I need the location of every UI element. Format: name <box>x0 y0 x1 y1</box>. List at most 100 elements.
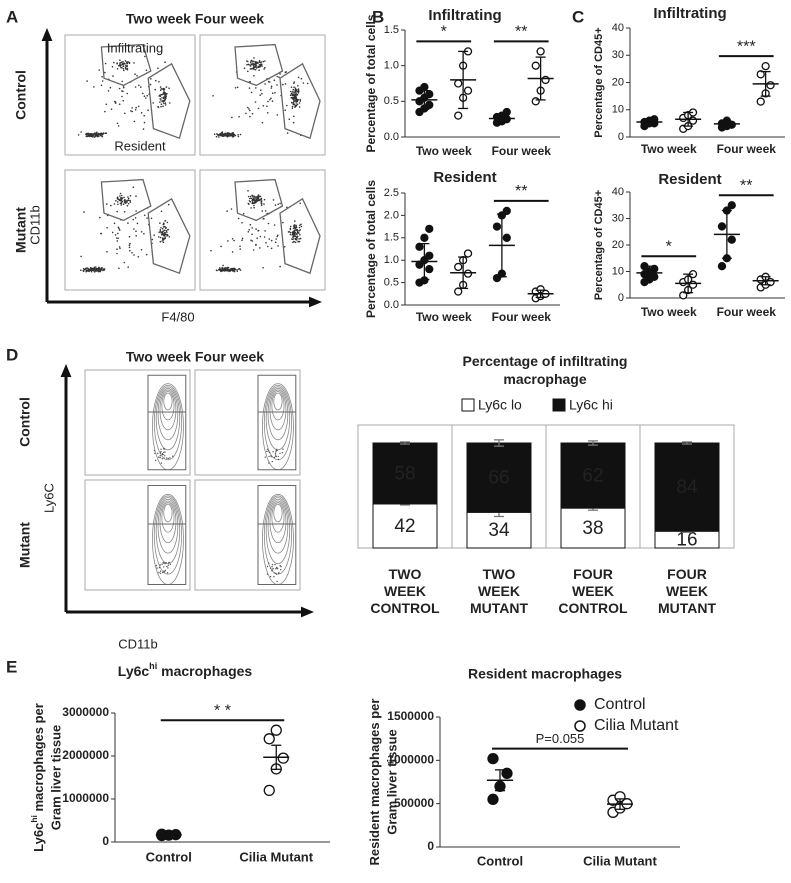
flow-event <box>295 90 298 92</box>
flow-event <box>261 92 263 95</box>
x-tick-label: Four week <box>492 144 552 158</box>
flow-event <box>272 199 275 201</box>
flow-event <box>257 107 260 110</box>
flow-event <box>128 244 131 247</box>
flow-event <box>249 61 252 64</box>
flow-event <box>121 66 123 69</box>
flow-event <box>295 225 297 227</box>
flow-event <box>293 100 295 103</box>
flow-event <box>267 245 269 248</box>
flow-event <box>268 455 270 458</box>
flow-event <box>101 76 103 78</box>
flow-event <box>164 451 166 453</box>
significance-label: *** <box>737 38 756 55</box>
flow-event <box>250 207 252 209</box>
flow-event <box>130 110 132 112</box>
flow-event <box>264 210 267 212</box>
flow-event <box>274 91 276 94</box>
flow-event <box>232 267 234 270</box>
text-part: Percentage of total cells <box>364 180 378 318</box>
flow-event <box>127 202 130 205</box>
flow-event <box>293 81 296 83</box>
flow-event <box>275 455 277 458</box>
flow-event <box>262 60 265 63</box>
flow-event <box>160 105 162 108</box>
flow-event <box>110 204 112 207</box>
flow-event <box>169 102 171 104</box>
data-point <box>487 793 499 805</box>
flow-event <box>258 64 261 66</box>
flow-event <box>104 62 107 65</box>
flow-event <box>159 240 162 243</box>
flow-event <box>161 240 163 242</box>
flow-event <box>149 83 152 86</box>
flow-event <box>85 270 88 272</box>
flow-event <box>276 235 279 238</box>
flow-event <box>257 229 260 232</box>
text-line: MUTANT <box>658 600 717 616</box>
flow-event <box>129 199 131 202</box>
flow-event <box>286 206 288 209</box>
flow-event <box>247 231 250 233</box>
flow-event <box>260 61 263 63</box>
flow-event <box>150 217 153 220</box>
error-bar <box>496 114 507 123</box>
flow-event <box>294 220 296 222</box>
flow-event <box>253 75 255 77</box>
flow-event <box>159 101 161 103</box>
flow-event <box>298 226 301 229</box>
flow-event <box>251 227 253 229</box>
y-tick-label: 10 <box>612 104 624 116</box>
flow-event <box>300 225 303 228</box>
error-bar <box>458 256 469 290</box>
x-tick-label: Two week <box>416 310 472 324</box>
flow-event <box>269 99 271 101</box>
flow-event <box>255 196 257 198</box>
flow-event <box>282 221 284 224</box>
flow-event <box>165 562 167 564</box>
flow-event <box>117 203 119 206</box>
axis-label: F4/80 <box>161 309 194 324</box>
data-point <box>263 784 275 797</box>
flow-event <box>120 197 122 200</box>
title: Infiltrating <box>653 5 726 22</box>
flow-event <box>96 269 99 272</box>
flow-event <box>236 270 239 273</box>
bar-segment <box>466 511 532 549</box>
flow-event <box>296 232 298 235</box>
flow-event <box>163 88 166 90</box>
flow-event <box>165 86 168 88</box>
flow-event <box>122 203 125 205</box>
flow-event <box>269 575 272 578</box>
bar-segment <box>372 442 438 505</box>
flow-event <box>117 125 120 127</box>
flow-event <box>162 239 165 241</box>
flow-event <box>262 218 265 220</box>
panel-label: B <box>372 7 384 26</box>
flow-event <box>299 99 302 101</box>
gate-label: Resident <box>114 138 166 153</box>
flow-event <box>164 232 167 234</box>
flow-event <box>259 94 262 96</box>
flow-event <box>163 100 166 102</box>
flow-event <box>292 121 295 124</box>
flow-event <box>119 62 121 64</box>
flow-event <box>87 132 89 135</box>
flow-event <box>159 236 162 239</box>
title: Percentage of CD45+ <box>593 27 605 137</box>
flow-event <box>271 456 273 458</box>
flow-event <box>263 198 266 201</box>
flow-event <box>133 62 135 64</box>
flow-event <box>263 236 266 238</box>
flow-event <box>249 197 251 200</box>
flow-event <box>226 210 228 212</box>
flow-event <box>263 68 265 70</box>
flow-event <box>163 96 165 98</box>
flow-event <box>163 448 166 450</box>
row-label: Mutant <box>13 207 29 253</box>
flow-event <box>274 563 276 566</box>
flow-event <box>295 104 298 106</box>
flow-event <box>265 242 267 244</box>
flow-event <box>164 102 167 104</box>
flow-event <box>159 222 161 224</box>
